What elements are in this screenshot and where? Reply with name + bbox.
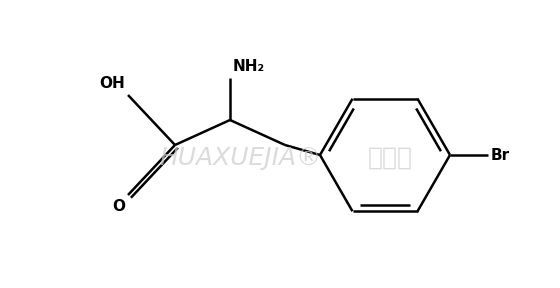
Text: NH₂: NH₂ (233, 59, 265, 74)
Text: 化学加: 化学加 (367, 146, 413, 170)
Text: OH: OH (99, 76, 125, 91)
Text: O: O (112, 199, 125, 214)
Text: Br: Br (491, 147, 510, 162)
Text: HUAXUEJIA®: HUAXUEJIA® (159, 146, 321, 170)
